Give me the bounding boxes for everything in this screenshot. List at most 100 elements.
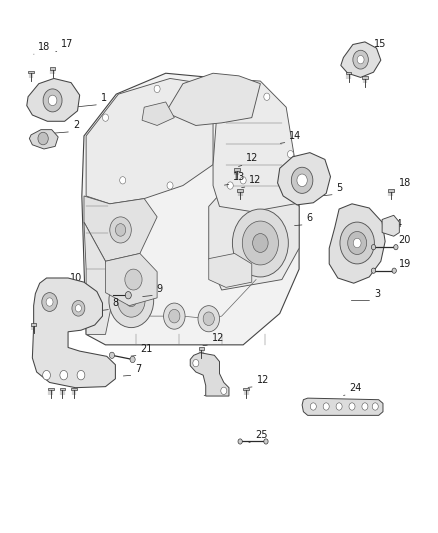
Circle shape xyxy=(242,221,278,265)
Polygon shape xyxy=(208,254,251,287)
Circle shape xyxy=(125,292,131,299)
Circle shape xyxy=(296,174,307,187)
Polygon shape xyxy=(381,215,399,236)
Circle shape xyxy=(75,305,81,312)
Text: 18: 18 xyxy=(38,42,50,52)
Circle shape xyxy=(120,176,125,184)
Text: 22: 22 xyxy=(45,310,57,320)
Circle shape xyxy=(115,224,125,236)
Circle shape xyxy=(38,132,48,145)
Circle shape xyxy=(263,439,268,444)
Polygon shape xyxy=(340,42,380,77)
Circle shape xyxy=(353,238,360,248)
Circle shape xyxy=(42,293,57,311)
Polygon shape xyxy=(277,152,330,205)
Text: 19: 19 xyxy=(398,259,410,269)
Circle shape xyxy=(310,403,315,410)
Bar xyxy=(60,387,65,390)
Text: 18: 18 xyxy=(398,177,410,188)
Circle shape xyxy=(168,309,180,323)
Text: 20: 20 xyxy=(398,235,410,245)
Circle shape xyxy=(126,294,136,306)
Circle shape xyxy=(166,182,173,189)
Circle shape xyxy=(109,352,114,358)
Circle shape xyxy=(291,167,312,193)
Text: 12: 12 xyxy=(249,175,261,185)
Polygon shape xyxy=(212,78,296,212)
Bar xyxy=(243,387,248,390)
Text: 17: 17 xyxy=(61,39,74,49)
Circle shape xyxy=(124,269,142,290)
Polygon shape xyxy=(29,130,58,149)
Circle shape xyxy=(77,370,85,380)
Text: 12: 12 xyxy=(256,375,268,385)
Text: 21: 21 xyxy=(140,344,152,354)
Text: 1: 1 xyxy=(101,93,106,103)
Text: 11: 11 xyxy=(73,365,85,375)
Polygon shape xyxy=(105,254,157,306)
Bar xyxy=(31,323,36,326)
Bar xyxy=(233,168,239,171)
Circle shape xyxy=(110,217,131,243)
Circle shape xyxy=(336,403,341,410)
Circle shape xyxy=(117,284,145,317)
Circle shape xyxy=(60,370,67,380)
Circle shape xyxy=(72,301,85,316)
Bar xyxy=(49,67,55,70)
Text: 10: 10 xyxy=(70,273,82,283)
Circle shape xyxy=(348,403,354,410)
Text: 23: 23 xyxy=(210,383,223,393)
Circle shape xyxy=(352,50,367,69)
Circle shape xyxy=(154,85,160,93)
Bar xyxy=(28,71,34,74)
Circle shape xyxy=(393,245,397,250)
Text: 4: 4 xyxy=(395,220,401,229)
Circle shape xyxy=(192,359,198,367)
Text: 14: 14 xyxy=(289,131,301,141)
Bar xyxy=(198,348,204,350)
Circle shape xyxy=(371,403,378,410)
Polygon shape xyxy=(301,398,382,415)
Circle shape xyxy=(391,268,396,273)
Text: 12: 12 xyxy=(211,333,224,343)
Polygon shape xyxy=(166,73,260,125)
Polygon shape xyxy=(27,78,80,122)
Text: 3: 3 xyxy=(373,289,379,299)
Circle shape xyxy=(227,182,233,189)
Polygon shape xyxy=(84,196,157,261)
Circle shape xyxy=(361,403,367,410)
Circle shape xyxy=(46,298,53,306)
Circle shape xyxy=(227,88,233,95)
Circle shape xyxy=(339,222,374,264)
Circle shape xyxy=(198,306,219,332)
Circle shape xyxy=(263,93,269,100)
Circle shape xyxy=(371,245,375,250)
Circle shape xyxy=(197,96,203,103)
Circle shape xyxy=(220,387,226,394)
Polygon shape xyxy=(208,177,298,290)
Circle shape xyxy=(163,303,185,329)
Circle shape xyxy=(130,357,135,362)
Circle shape xyxy=(322,403,328,410)
Circle shape xyxy=(102,114,108,122)
Text: 16: 16 xyxy=(353,58,365,68)
Circle shape xyxy=(42,370,50,380)
Text: 7: 7 xyxy=(135,364,141,374)
Text: 12: 12 xyxy=(246,153,258,163)
Text: 2: 2 xyxy=(73,120,79,130)
Polygon shape xyxy=(142,102,174,125)
Text: 6: 6 xyxy=(306,213,312,223)
Bar xyxy=(237,189,242,192)
Text: 9: 9 xyxy=(156,284,162,294)
Text: 24: 24 xyxy=(349,383,361,393)
Bar xyxy=(48,387,53,390)
Polygon shape xyxy=(32,278,115,387)
Text: 25: 25 xyxy=(254,430,267,440)
Circle shape xyxy=(48,95,57,106)
Circle shape xyxy=(357,55,363,64)
Bar xyxy=(387,189,392,192)
Circle shape xyxy=(109,273,153,328)
Circle shape xyxy=(237,439,242,444)
Text: 5: 5 xyxy=(336,183,342,193)
Polygon shape xyxy=(328,204,384,283)
